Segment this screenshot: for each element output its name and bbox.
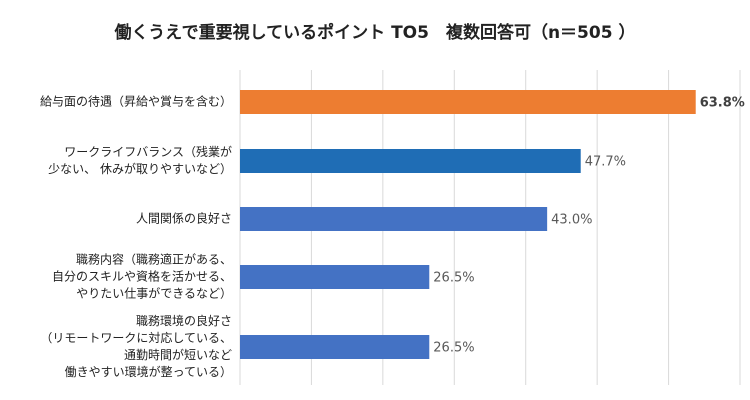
category-label: ワークライフバランス（残業が — [64, 144, 232, 159]
bar — [240, 149, 581, 173]
category-label: 職務内容（職務適正がある、 — [76, 252, 232, 267]
category-label: （リモートワークに対応している、 — [40, 331, 232, 345]
bar — [240, 265, 430, 289]
value-label: 47.7% — [585, 155, 626, 170]
category-label: 職務環境の良好さ — [136, 313, 232, 328]
category-label: 自分のスキルや資格を活かせる、 — [52, 269, 232, 284]
value-label: 26.5% — [433, 271, 474, 286]
bar — [240, 335, 430, 359]
category-label: 通勤時間が短いなど — [124, 347, 232, 362]
value-label: 26.5% — [433, 341, 474, 356]
value-label: 63.8% — [700, 96, 745, 111]
category-label: 人間関係の良好さ — [136, 211, 232, 226]
bar — [240, 90, 696, 114]
category-label: 少ない、 休みが取りやすいなど） — [48, 161, 232, 176]
category-label: 給与面の待遇（昇給や賞与を含む） — [40, 94, 232, 109]
category-label: 働きやすい環境が整っている） — [65, 364, 232, 379]
category-label: やりたい仕事ができるなど） — [76, 286, 232, 301]
bar — [240, 207, 548, 231]
value-label: 43.0% — [551, 213, 592, 228]
chart-title: 働くうえで重要視しているポイント TO5 複数回答可（n＝505 ） — [114, 22, 636, 43]
